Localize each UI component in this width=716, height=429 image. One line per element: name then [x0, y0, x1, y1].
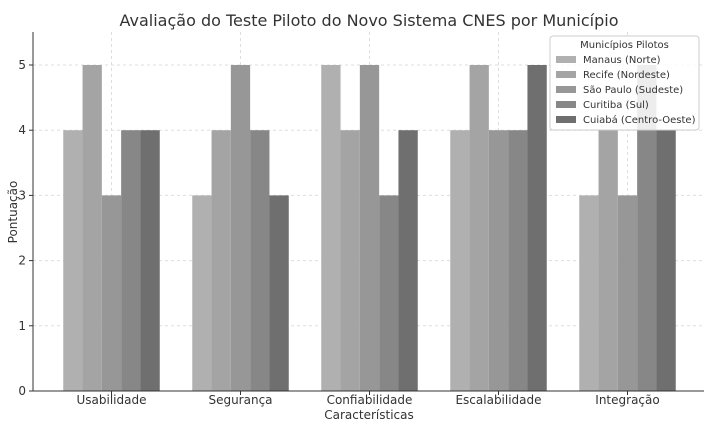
- legend-entry: Manaus (Norte): [583, 55, 661, 66]
- bar: [508, 130, 528, 391]
- y-tick-label: 1: [18, 319, 26, 333]
- bar: [398, 130, 418, 391]
- bar: [359, 65, 380, 391]
- bar: [527, 65, 547, 391]
- bar: [637, 65, 657, 391]
- bar: [230, 65, 251, 391]
- legend: Municípios Pilotos Manaus (Norte) Recife …: [549, 35, 700, 131]
- bar: [598, 130, 618, 391]
- legend-entry: Curitiba (Sul): [583, 100, 649, 111]
- bar: [63, 130, 83, 391]
- bar: [469, 65, 489, 391]
- x-ticks: Usabilidade Segurança Confiabilidade Escala…: [77, 391, 660, 407]
- bar: [340, 130, 360, 391]
- bar: [656, 130, 676, 391]
- legend-entry: Cuiabá (Centro-Oeste): [583, 114, 696, 126]
- bar: [579, 195, 599, 391]
- bar: [321, 65, 341, 391]
- y-tick-label: 2: [18, 254, 26, 268]
- bar: [211, 130, 231, 391]
- y-tick-label: 0: [18, 384, 26, 398]
- y-tick-label: 4: [18, 123, 26, 137]
- axes: [32, 32, 704, 392]
- bar: [617, 195, 638, 391]
- bar: [269, 195, 289, 391]
- bar: [450, 130, 470, 391]
- x-tick-label: Segurança: [208, 393, 272, 407]
- legend-box: [549, 35, 700, 131]
- chart-title: Avaliação do Teste Piloto do Novo Sistem…: [120, 11, 619, 30]
- x-tick-label: Confiabilidade: [327, 393, 413, 407]
- x-tick-label: Usabilidade: [77, 393, 147, 407]
- bar: [121, 130, 141, 391]
- legend-swatch: [556, 56, 576, 63]
- x-tick-label: Escalabilidade: [455, 393, 541, 407]
- bar: [250, 130, 270, 391]
- legend-swatch: [556, 101, 576, 108]
- legend-swatch: [556, 116, 576, 123]
- bar: [101, 195, 122, 391]
- legend-entry: Recife (Nordeste): [583, 70, 670, 81]
- legend-swatch: [556, 71, 576, 78]
- bar: [488, 130, 509, 391]
- x-tick-label: Integração: [595, 393, 659, 407]
- bars: [63, 65, 676, 391]
- bar: [140, 130, 160, 391]
- x-axis-label: Características: [324, 408, 413, 422]
- y-tick-label: 3: [18, 188, 26, 202]
- legend-title: Municípios Pilotos: [580, 39, 669, 51]
- y-axis-label: Pontuação: [6, 181, 20, 244]
- y-tick-label: 5: [18, 58, 26, 72]
- legend-swatch: [556, 86, 576, 93]
- y-ticks: 0 1 2 3 4 5: [18, 58, 33, 398]
- bar: [82, 65, 102, 391]
- bar: [192, 195, 212, 391]
- legend-entry: São Paulo (Sudeste): [583, 85, 683, 96]
- bar: [379, 195, 399, 391]
